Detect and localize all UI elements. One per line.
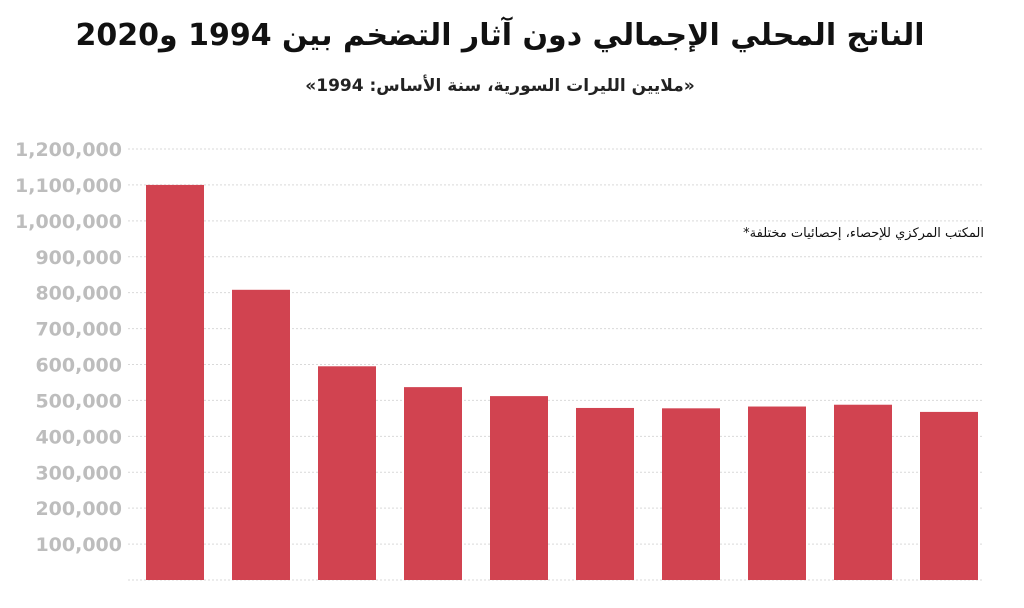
bar-8 [748, 406, 806, 580]
bar-10 [920, 411, 978, 580]
bar-1 [146, 184, 204, 580]
y-tick-label: 1,000,000 [15, 211, 122, 233]
y-tick-label: 100,000 [35, 534, 122, 556]
y-axis-ticks: 100,000 200,000 300,000 400,000 500,000 600,0… [15, 139, 122, 556]
y-tick-label: 1,100,000 [15, 175, 122, 197]
y-tick-label: 900,000 [35, 247, 122, 269]
y-tick-label: 300,000 [35, 462, 122, 484]
bar-4 [404, 387, 462, 580]
bar-9 [834, 404, 892, 580]
chart-subtitle: «ملايين الليرات السورية، سنة الأساس: 199… [305, 76, 695, 96]
bar-5 [490, 396, 548, 580]
bar-3 [318, 366, 376, 580]
y-tick-label: 600,000 [35, 355, 122, 377]
bar-6 [576, 407, 634, 580]
y-tick-label: 1,200,000 [15, 139, 122, 161]
bars [146, 184, 978, 580]
bar-2 [232, 289, 290, 580]
y-tick-label: 800,000 [35, 283, 122, 305]
chart-title: الناتج المحلي الإجمالي دون آثار التضخم ب… [75, 18, 925, 53]
y-tick-label: 500,000 [35, 390, 122, 412]
bar-7 [662, 408, 720, 580]
y-tick-label: 200,000 [35, 498, 122, 520]
grid-lines [128, 148, 984, 581]
source-note: المكتب المركزي للإحصاء، إحصائيات مختلفة* [743, 226, 984, 241]
y-tick-label: 700,000 [35, 319, 122, 341]
y-tick-label: 400,000 [35, 426, 122, 448]
